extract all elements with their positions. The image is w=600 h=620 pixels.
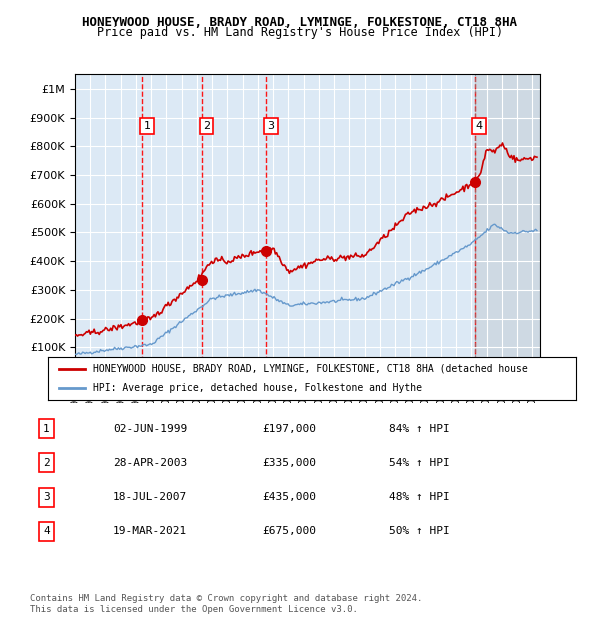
Text: 1: 1 bbox=[143, 121, 151, 131]
Text: 2: 2 bbox=[203, 121, 210, 131]
Text: 48% ↑ HPI: 48% ↑ HPI bbox=[389, 492, 449, 502]
Text: £675,000: £675,000 bbox=[262, 526, 316, 536]
Text: £335,000: £335,000 bbox=[262, 458, 316, 468]
Text: 50% ↑ HPI: 50% ↑ HPI bbox=[389, 526, 449, 536]
Text: 28-APR-2003: 28-APR-2003 bbox=[113, 458, 187, 468]
Text: HONEYWOOD HOUSE, BRADY ROAD, LYMINGE, FOLKESTONE, CT18 8HA: HONEYWOOD HOUSE, BRADY ROAD, LYMINGE, FO… bbox=[83, 16, 517, 29]
Text: 3: 3 bbox=[267, 121, 274, 131]
Text: 19-MAR-2021: 19-MAR-2021 bbox=[113, 526, 187, 536]
Bar bbox=[475, 74, 540, 376]
Text: Price paid vs. HM Land Registry's House Price Index (HPI): Price paid vs. HM Land Registry's House … bbox=[97, 26, 503, 39]
Text: 84% ↑ HPI: 84% ↑ HPI bbox=[389, 423, 449, 433]
Text: 2: 2 bbox=[43, 458, 50, 468]
Text: 3: 3 bbox=[43, 492, 50, 502]
Text: HPI: Average price, detached house, Folkestone and Hythe: HPI: Average price, detached house, Folk… bbox=[93, 383, 422, 392]
Text: Contains HM Land Registry data © Crown copyright and database right 2024.
This d: Contains HM Land Registry data © Crown c… bbox=[30, 595, 422, 614]
Text: £435,000: £435,000 bbox=[262, 492, 316, 502]
Text: 4: 4 bbox=[43, 526, 50, 536]
Text: 4: 4 bbox=[476, 121, 483, 131]
Text: 54% ↑ HPI: 54% ↑ HPI bbox=[389, 458, 449, 468]
Text: 02-JUN-1999: 02-JUN-1999 bbox=[113, 423, 187, 433]
Text: £197,000: £197,000 bbox=[262, 423, 316, 433]
Text: 18-JUL-2007: 18-JUL-2007 bbox=[113, 492, 187, 502]
Text: HONEYWOOD HOUSE, BRADY ROAD, LYMINGE, FOLKESTONE, CT18 8HA (detached house: HONEYWOOD HOUSE, BRADY ROAD, LYMINGE, FO… bbox=[93, 364, 527, 374]
Text: 1: 1 bbox=[43, 423, 50, 433]
